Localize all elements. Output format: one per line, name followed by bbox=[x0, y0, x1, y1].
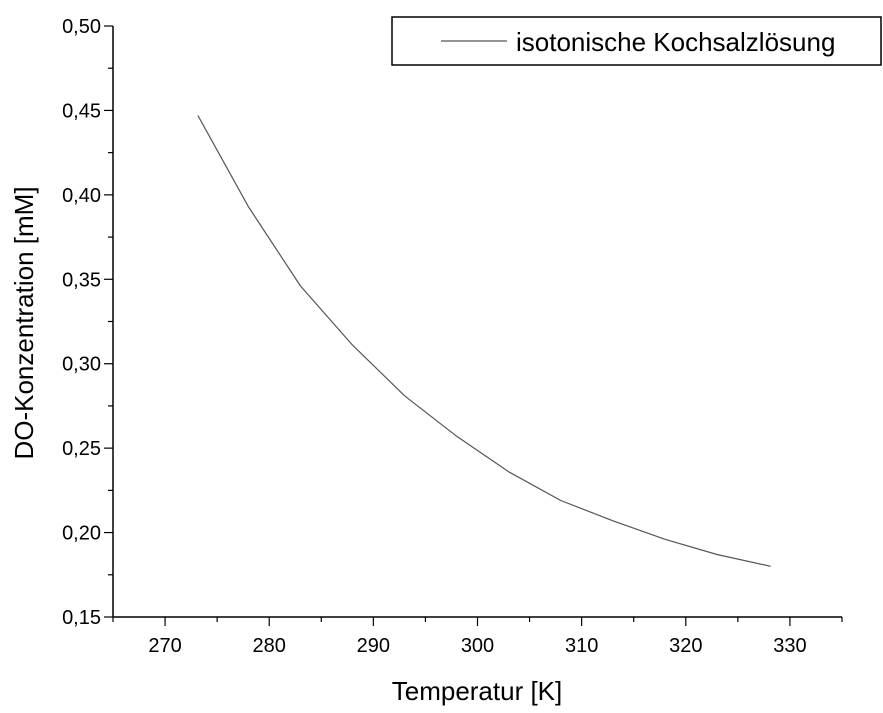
y-tick-label: 0,40 bbox=[62, 185, 101, 207]
x-axis-title: Temperatur [K] bbox=[392, 676, 563, 706]
axes bbox=[112, 26, 842, 618]
y-tick-label: 0,30 bbox=[62, 354, 101, 376]
legend-label: isotonische Kochsalzlösung bbox=[516, 27, 835, 57]
ticks: 270 280 290 300 310 320 330 0,15 0,20 0,25 0,30 0,3… bbox=[62, 16, 843, 657]
y-tick-label: 0,50 bbox=[62, 16, 101, 38]
y-tick-label: 0,35 bbox=[62, 269, 101, 291]
x-tick-label: 330 bbox=[773, 635, 806, 657]
legend: isotonische Kochsalzlösung bbox=[391, 16, 882, 66]
y-tick-label: 0,20 bbox=[62, 523, 101, 545]
x-tick-label: 270 bbox=[148, 635, 181, 657]
y-axis-title: DO-Konzentration [mM] bbox=[9, 186, 39, 459]
y-tick-label: 0,25 bbox=[62, 438, 101, 460]
x-tick-label: 280 bbox=[253, 635, 286, 657]
y-tick-label: 0,15 bbox=[62, 607, 101, 629]
y-tick-label: 0,45 bbox=[62, 100, 101, 122]
series-line bbox=[197, 115, 771, 567]
x-tick-label: 320 bbox=[669, 635, 702, 657]
x-tick-label: 290 bbox=[357, 635, 390, 657]
x-tick-label: 310 bbox=[565, 635, 598, 657]
x-tick-label: 300 bbox=[461, 635, 494, 657]
series bbox=[197, 115, 771, 567]
